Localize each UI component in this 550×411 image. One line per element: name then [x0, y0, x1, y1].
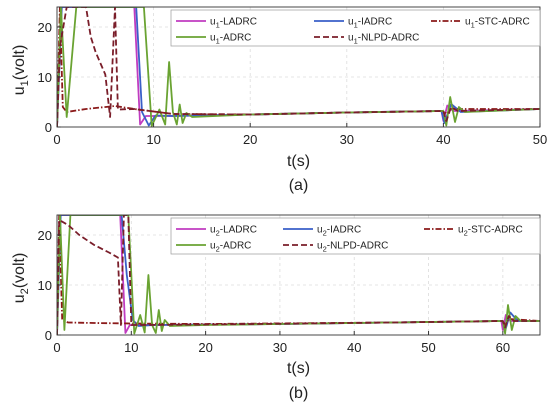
x-tick-label: 0 — [53, 132, 60, 147]
x-axis-label: t(s) — [287, 153, 310, 170]
chart-caption: (b) — [289, 385, 309, 402]
y-axis-label: u1(volt) — [11, 45, 31, 96]
y-tick-label: 0 — [45, 120, 52, 135]
axes-frame — [56, 214, 541, 336]
legend: u1-LADRC u1-IADRC u1-STC-ADRC u1-ADRC u1-NLP… — [170, 9, 541, 47]
legend-entry: u2-NLPD-ADRC — [317, 241, 388, 254]
x-tick-label: 30 — [340, 132, 354, 147]
legend: u2-LADRC u2-IADRC u2-STC-ADRC u2-ADRC u2-NLP… — [170, 217, 541, 255]
x-tick-label: 10 — [146, 132, 160, 147]
series-line-u1-adrc — [57, 7, 540, 127]
x-tick-label: 30 — [273, 340, 287, 355]
chart-caption: (a) — [289, 177, 309, 194]
x-tick-label: 40 — [436, 132, 450, 147]
chart-2: 0 10 20 30 40 50 60 0 10 20 t(s) u2(volt) (b) u2-LADR… — [11, 214, 541, 402]
legend-box — [170, 9, 541, 47]
x-tick-label: 0 — [53, 340, 60, 355]
x-tick-label: 40 — [347, 340, 361, 355]
legend-entry: u2-IADRC — [317, 225, 361, 238]
x-tick-label: 50 — [533, 132, 547, 147]
x-axis-label: t(s) — [287, 360, 310, 377]
series-line-u1-nlpd-adrc — [57, 7, 540, 127]
x-tick-label: 10 — [124, 340, 138, 355]
y-tick-label: 10 — [38, 278, 52, 293]
axes-frame — [56, 6, 541, 128]
y-axis-label: u2(volt) — [11, 253, 31, 304]
x-tick-label: 20 — [198, 340, 212, 355]
legend-entry: u1-LADRC — [210, 17, 257, 30]
legend-entry: u1-STC-ADRC — [465, 17, 530, 30]
legend-entry: u1-ADRC — [210, 33, 251, 46]
y-tick-label: 20 — [38, 228, 52, 243]
legend-entry: u1-NLPD-ADRC — [348, 33, 419, 46]
x-tick-label: 60 — [496, 340, 510, 355]
series-line-u2-nlpd-adrc — [57, 215, 540, 335]
y-tick-label: 0 — [45, 328, 52, 343]
legend-entry: u1-IADRC — [348, 17, 392, 30]
legend-entry: u2-STC-ADRC — [458, 225, 523, 238]
legend-entry: u2-ADRC — [210, 241, 251, 254]
x-tick-label: 50 — [421, 340, 435, 355]
series-line-u2-adrc — [57, 215, 540, 335]
y-tick-label: 20 — [38, 20, 52, 35]
y-tick-label: 10 — [38, 70, 52, 85]
series-line-u1-iadrc — [57, 7, 540, 127]
series-line-u1-stc-adrc — [57, 7, 540, 127]
legend-box — [170, 217, 541, 255]
x-tick-label: 20 — [243, 132, 257, 147]
legend-entry: u2-LADRC — [210, 225, 257, 238]
